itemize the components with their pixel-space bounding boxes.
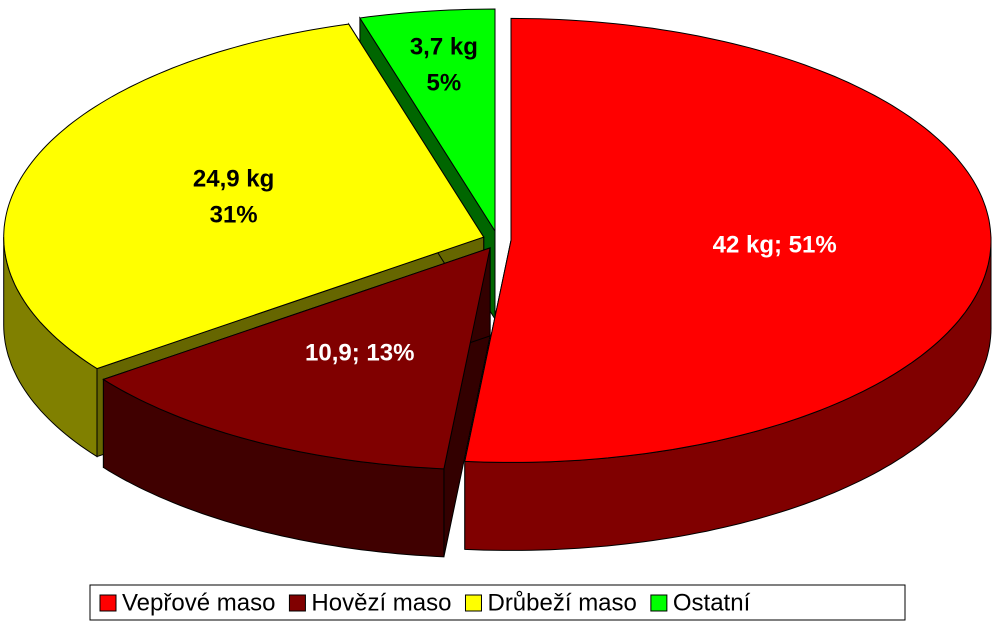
legend-label: Drůbeží maso [487,589,636,616]
data-label: 3,7 kg [410,34,478,61]
data-label: 24,9 kg [193,165,274,192]
legend-label: Ostatní [673,589,751,616]
legend: Vepřové maso Hovězí maso Drůbeží maso Ostat… [99,589,751,616]
data-label: 42 kg; 51% [713,232,837,259]
data-label: 10,9; 13% [305,339,414,366]
pie-slice [102,247,491,558]
slice-top [359,8,496,233]
legend-swatch [464,594,482,612]
legend-swatch [650,594,668,612]
slice-top [464,17,992,463]
slice-top [3,23,485,370]
slice-top [102,247,491,470]
legend-label: Hovězí maso [311,589,451,616]
legend-box [89,584,906,621]
legend-swatch [99,594,117,612]
data-label: 31% [210,201,258,228]
pie-slice [464,17,992,551]
legend-swatch [288,594,306,612]
legend-label: Vepřové maso [122,589,275,616]
data-label: 5% [426,70,461,97]
